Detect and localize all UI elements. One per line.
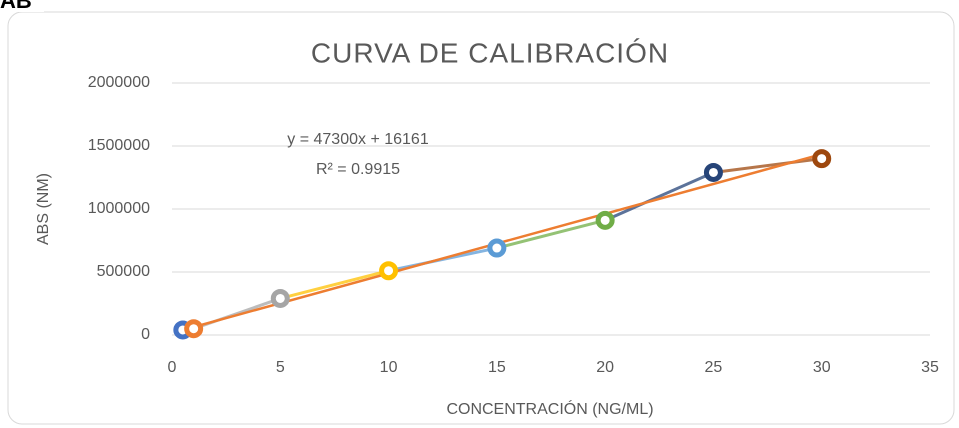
trendline-r2: R² = 0.9915 (316, 161, 400, 178)
x-tick-label: 20 (596, 359, 614, 376)
data-point (812, 149, 832, 169)
x-tick-label: 35 (921, 359, 939, 376)
y-axis-label: ABS (NM) (35, 173, 52, 245)
trendline-equation: y = 47300x + 16161 (287, 131, 429, 148)
y-tick-label: 1000000 (88, 200, 150, 217)
line-segment (604, 171, 715, 222)
data-point (379, 261, 399, 281)
header-bg (0, 0, 44, 12)
y-tick-label: 0 (141, 326, 150, 343)
x-tick-label: 5 (276, 359, 285, 376)
data-point (487, 238, 507, 258)
data-point (270, 288, 290, 308)
data-point (703, 162, 723, 182)
x-tick-label: 15 (488, 359, 506, 376)
y-tick-label: 500000 (97, 263, 150, 280)
x-tick-label: 30 (813, 359, 831, 376)
line-segment (496, 218, 606, 250)
chart-title: CURVA DE CALIBRACIÓN (311, 37, 669, 68)
chart-border (7, 11, 955, 425)
x-tick-label: 10 (380, 359, 398, 376)
data-point (184, 319, 204, 339)
x-tick-label: 0 (168, 359, 177, 376)
line-segment (713, 157, 822, 174)
header: AB (0, 0, 32, 13)
y-tick-label: 1500000 (88, 137, 150, 154)
x-axis-label: CONCENTRACIÓN (NG/ML) (446, 399, 653, 418)
line-segment (279, 269, 389, 300)
x-tick-label: 25 (705, 359, 723, 376)
y-tick-label: 2000000 (88, 74, 150, 91)
data-point (595, 210, 615, 230)
